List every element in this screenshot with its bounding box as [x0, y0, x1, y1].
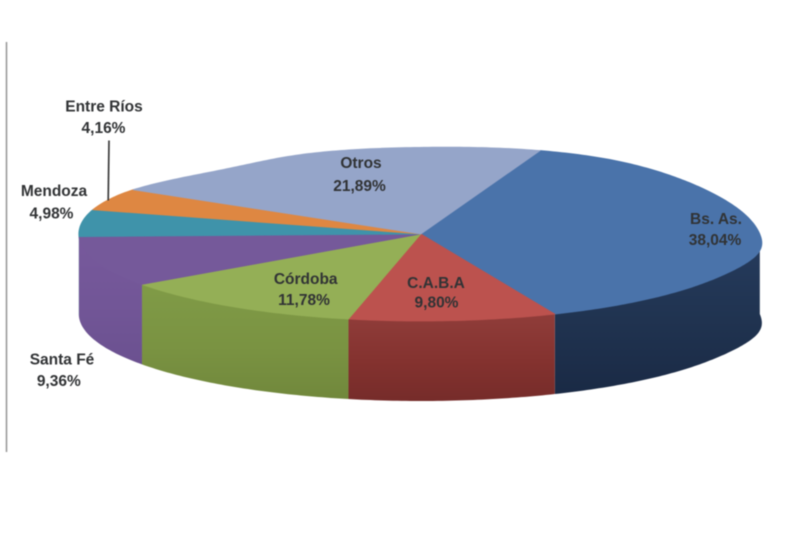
svg-text:Otros: Otros [340, 155, 381, 172]
svg-text:9,36%: 9,36% [37, 373, 81, 390]
svg-text:4,16%: 4,16% [82, 120, 126, 137]
svg-text:21,89%: 21,89% [333, 178, 386, 195]
svg-text:38,04%: 38,04% [689, 232, 742, 249]
svg-text:4,98%: 4,98% [30, 206, 74, 223]
svg-text:Santa Fé: Santa Fé [30, 352, 95, 369]
svg-text:Bs. As.: Bs. As. [690, 211, 742, 228]
svg-text:C.A.B.A: C.A.B.A [407, 275, 465, 292]
svg-text:Entre Ríos: Entre Ríos [65, 99, 143, 116]
svg-text:11,78%: 11,78% [278, 292, 330, 309]
svg-text:Córdoba: Córdoba [274, 271, 338, 288]
svg-text:9,80%: 9,80% [415, 295, 459, 312]
svg-text:Mendoza: Mendoza [21, 183, 88, 200]
